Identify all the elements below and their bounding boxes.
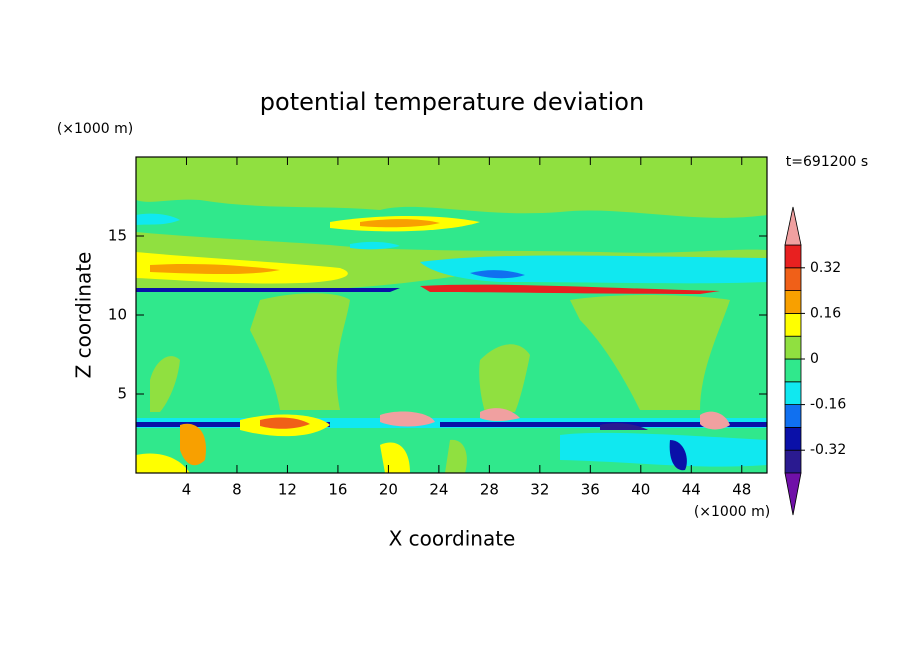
x-tick-label: 4 bbox=[182, 481, 192, 499]
colorbar-box bbox=[784, 244, 802, 269]
x-tick-label: 40 bbox=[631, 481, 650, 499]
colorbar-box bbox=[784, 335, 802, 360]
y-unit: (×1000 m) bbox=[57, 121, 133, 137]
colorbar-box bbox=[784, 404, 802, 428]
x-tick-label: 24 bbox=[429, 481, 448, 499]
x-tick-label: 28 bbox=[480, 481, 499, 499]
x-tick-label: 36 bbox=[581, 481, 600, 499]
colorbar-box bbox=[784, 312, 802, 337]
colorbar-tick-label: 0 bbox=[810, 351, 819, 367]
colorbar-box bbox=[784, 290, 802, 314]
x-tick-label: 8 bbox=[232, 481, 242, 499]
colorbar-over bbox=[784, 206, 802, 246]
colorbar-box bbox=[784, 449, 802, 474]
chart-title: potential temperature deviation bbox=[260, 88, 644, 116]
time-label: t=691200 s bbox=[786, 154, 868, 170]
x-unit: (×1000 m) bbox=[694, 504, 770, 520]
contour-field bbox=[136, 157, 767, 473]
x-tick-label: 48 bbox=[732, 481, 751, 499]
x-tick-label: 20 bbox=[379, 481, 398, 499]
x-axis-label: X coordinate bbox=[389, 527, 516, 551]
x-tick-label: 44 bbox=[682, 481, 701, 499]
y-tick-label: 5 bbox=[117, 385, 127, 403]
y-axis-label: Z coordinate bbox=[72, 252, 96, 379]
colorbar-tick-label: 0.32 bbox=[810, 260, 841, 276]
y-tick-label: 15 bbox=[108, 227, 127, 245]
x-tick-label: 12 bbox=[278, 481, 297, 499]
colorbar-tick-label: -0.16 bbox=[810, 397, 846, 413]
colorbar-box bbox=[784, 267, 802, 291]
y-tick-label: 10 bbox=[108, 306, 127, 324]
colorbar-box bbox=[784, 358, 802, 383]
x-tick-label: 32 bbox=[530, 481, 549, 499]
colorbar-under bbox=[784, 472, 802, 516]
colorbar-box bbox=[784, 426, 802, 451]
colorbar-box bbox=[784, 381, 802, 405]
x-tick-label: 16 bbox=[328, 481, 347, 499]
colorbar-tick-label: 0.16 bbox=[810, 305, 841, 321]
colorbar-tick-label: -0.32 bbox=[810, 442, 846, 458]
